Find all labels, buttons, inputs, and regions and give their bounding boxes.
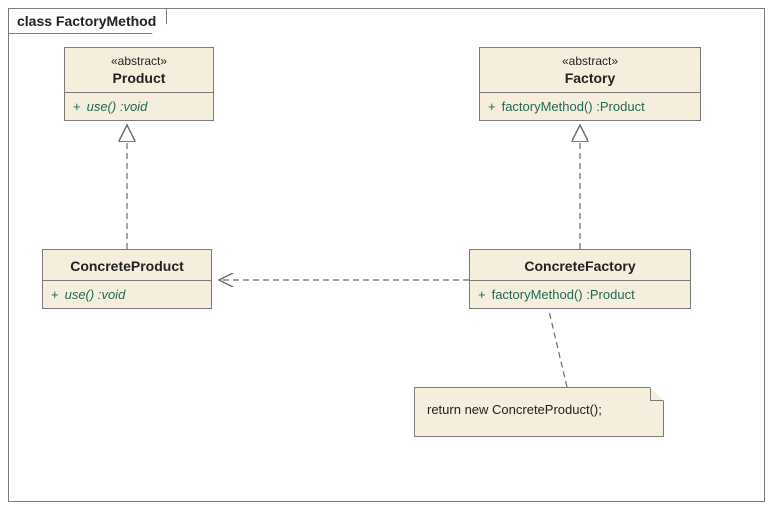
class-concrete-product: ConcreteProduct + use() :void <box>42 249 212 309</box>
stereotype: «abstract» <box>73 54 205 68</box>
note-text: return new ConcreteProduct(); <box>427 402 602 417</box>
operation: use() :void <box>87 99 148 114</box>
class-name: ConcreteFactory <box>478 258 682 274</box>
note-fold-icon <box>650 387 664 401</box>
visibility: + <box>51 287 59 302</box>
operation: factoryMethod() :Product <box>492 287 635 302</box>
class-member: + use() :void <box>43 281 211 308</box>
frame-title: class FactoryMethod <box>8 8 167 34</box>
class-member: + factoryMethod() :Product <box>480 93 700 120</box>
class-member: + use() :void <box>65 93 213 120</box>
stereotype: «abstract» <box>488 54 692 68</box>
operation: factoryMethod() :Product <box>502 99 645 114</box>
visibility: + <box>73 99 81 114</box>
class-product: «abstract» Product + use() :void <box>64 47 214 121</box>
visibility: + <box>488 99 496 114</box>
class-name: ConcreteProduct <box>51 258 203 274</box>
class-factory: «abstract» Factory + factoryMethod() :Pr… <box>479 47 701 121</box>
class-concrete-factory: ConcreteFactory + factoryMethod() :Produ… <box>469 249 691 309</box>
class-name: Factory <box>488 70 692 86</box>
class-name: Product <box>73 70 205 86</box>
class-member: + factoryMethod() :Product <box>470 281 690 308</box>
edge-note-anchor <box>549 311 567 387</box>
operation: use() :void <box>65 287 126 302</box>
visibility: + <box>478 287 486 302</box>
diagram-frame: class FactoryMethod «abstract» Product +… <box>8 8 765 502</box>
uml-note: return new ConcreteProduct(); <box>414 387 664 437</box>
